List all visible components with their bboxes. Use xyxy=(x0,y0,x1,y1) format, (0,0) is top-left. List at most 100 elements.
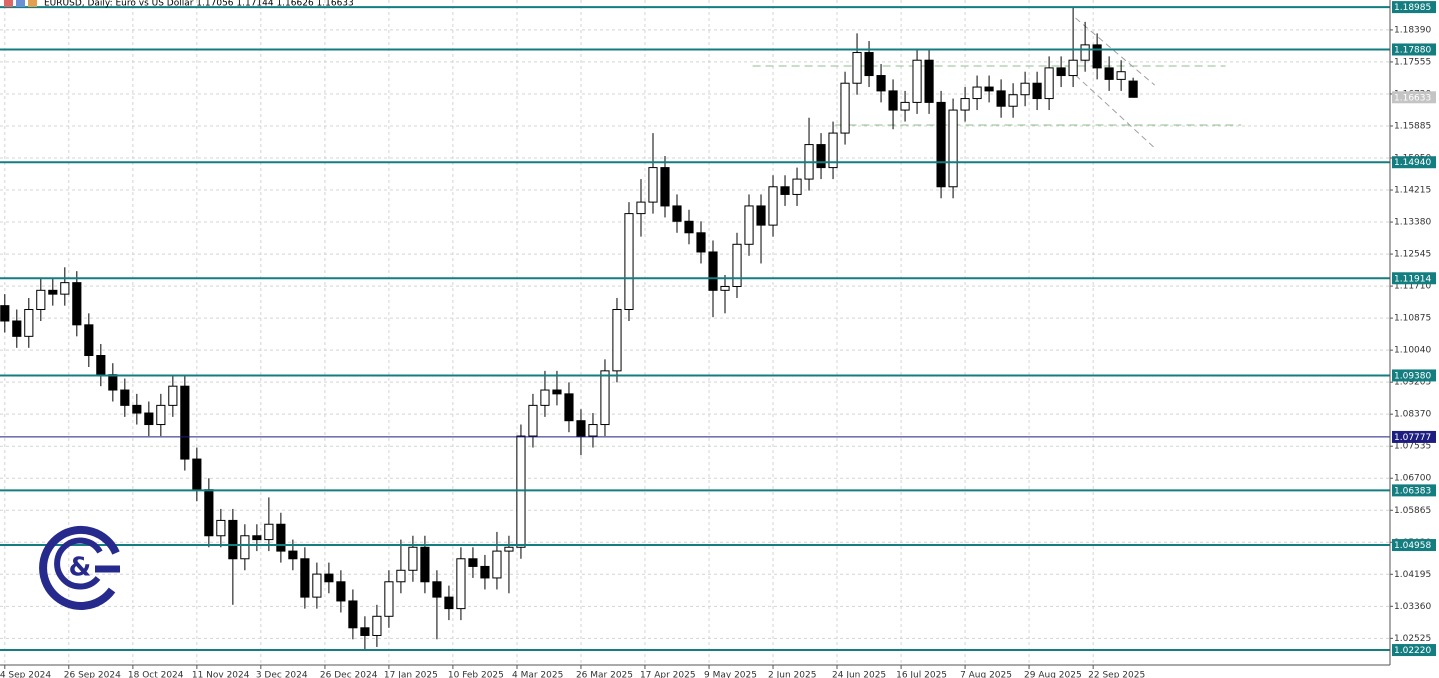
candle-body xyxy=(732,243,742,287)
y-tick-label: 1.12545 xyxy=(1394,250,1431,260)
y-tick-label: 1.03360 xyxy=(1394,602,1431,612)
x-tick-label: 4 Mar 2025 xyxy=(512,671,563,678)
candle-body xyxy=(264,523,274,541)
candle-body xyxy=(984,86,994,92)
y-tick-label: 1.15885 xyxy=(1394,121,1431,131)
y-tick-label: 1.18390 xyxy=(1394,25,1431,35)
candle-body xyxy=(24,308,34,337)
candle-body xyxy=(552,389,562,395)
y-tick-label: 1.02525 xyxy=(1394,634,1431,644)
candle-body xyxy=(1092,44,1102,69)
candle-body xyxy=(612,308,622,372)
candle-body xyxy=(1080,44,1090,61)
candle-body xyxy=(420,546,430,583)
candle-body xyxy=(528,404,538,437)
candle-body xyxy=(300,558,310,598)
candle-body xyxy=(48,289,58,295)
candle-body xyxy=(96,355,106,376)
candle-body xyxy=(120,389,130,406)
candle-body xyxy=(156,404,166,426)
candle-body xyxy=(756,205,766,226)
candle-body xyxy=(288,550,298,560)
x-tick-label: 24 Jun 2025 xyxy=(832,671,886,678)
candle-body xyxy=(828,132,838,169)
candle-body xyxy=(444,596,454,610)
icon xyxy=(28,0,37,7)
candle-body xyxy=(12,320,22,337)
candle-body xyxy=(576,420,586,437)
level-tag xyxy=(1392,91,1436,104)
logo-text: & xyxy=(69,553,92,583)
x-tick-label: 26 Mar 2025 xyxy=(576,671,633,678)
candle-body xyxy=(1056,67,1066,77)
y-tick-label: 1.17555 xyxy=(1394,57,1431,67)
logo-inner xyxy=(54,537,103,590)
candle-body xyxy=(504,546,514,552)
candle-body xyxy=(408,546,418,571)
level-label: 1.16633 xyxy=(1394,93,1431,103)
x-tick-label: 17 Jan 2025 xyxy=(384,671,438,678)
candle-body xyxy=(480,565,490,579)
candle-body xyxy=(816,144,826,169)
level-label: 1.04958 xyxy=(1394,541,1431,551)
candle-body xyxy=(888,90,898,111)
candle-body xyxy=(1008,94,1018,107)
candle-body xyxy=(60,282,70,295)
candle-body xyxy=(660,167,670,207)
candle-body xyxy=(204,489,214,537)
candle-body xyxy=(360,627,370,636)
candle-body xyxy=(744,205,754,245)
level-label: 1.09380 xyxy=(1394,371,1431,381)
candle-body xyxy=(1104,67,1114,80)
candle-body xyxy=(768,186,778,226)
candle-body xyxy=(216,519,226,537)
candle-body xyxy=(228,519,238,560)
candle-body xyxy=(1020,82,1030,96)
logo: & xyxy=(39,525,120,610)
level-tag xyxy=(1392,430,1436,443)
candle-body xyxy=(468,558,478,567)
candle-body xyxy=(876,75,886,92)
candle-body xyxy=(624,213,634,310)
level-label: 1.18985 xyxy=(1394,3,1431,13)
x-tick-label: 3 Dec 2024 xyxy=(256,671,308,678)
y-tick-label: 1.05865 xyxy=(1394,506,1431,516)
level-label: 1.02220 xyxy=(1394,646,1431,656)
candle-body xyxy=(180,385,190,460)
trend-line xyxy=(1075,17,1156,86)
candle-body xyxy=(936,101,946,188)
candle-body xyxy=(168,385,178,406)
candle-body xyxy=(312,573,322,598)
candle-body xyxy=(840,82,850,134)
level-tag xyxy=(1392,539,1436,552)
y-tick-label: 1.06700 xyxy=(1394,474,1431,484)
level-label: 1.07777 xyxy=(1394,433,1431,443)
level-tag xyxy=(1392,272,1436,285)
candle-body xyxy=(516,435,526,548)
candle-body xyxy=(948,109,958,188)
candle-body xyxy=(84,324,94,357)
x-tick-label: 4 Sep 2024 xyxy=(0,671,51,678)
level-label: 1.06383 xyxy=(1394,486,1431,496)
x-tick-label: 7 Aug 2025 xyxy=(960,671,1012,678)
x-tick-label: 11 Nov 2024 xyxy=(192,671,250,678)
candle-body xyxy=(1044,67,1054,100)
candle-body xyxy=(372,615,382,636)
icon xyxy=(16,0,25,7)
candle-body xyxy=(924,59,934,103)
x-tick-label: 29 Aug 2025 xyxy=(1024,671,1082,678)
candle-body xyxy=(108,374,118,391)
candle-body xyxy=(540,389,550,406)
candle-body xyxy=(792,178,802,195)
icon xyxy=(4,0,13,7)
level-tag xyxy=(1392,156,1436,169)
candle-body xyxy=(720,285,730,291)
y-tick-label: 1.04195 xyxy=(1394,570,1431,580)
level-tag xyxy=(1392,1,1436,14)
y-tick-label: 1.10875 xyxy=(1394,314,1431,324)
candle-body xyxy=(252,535,262,541)
candle-body xyxy=(0,305,10,322)
candle-body xyxy=(1128,80,1138,98)
